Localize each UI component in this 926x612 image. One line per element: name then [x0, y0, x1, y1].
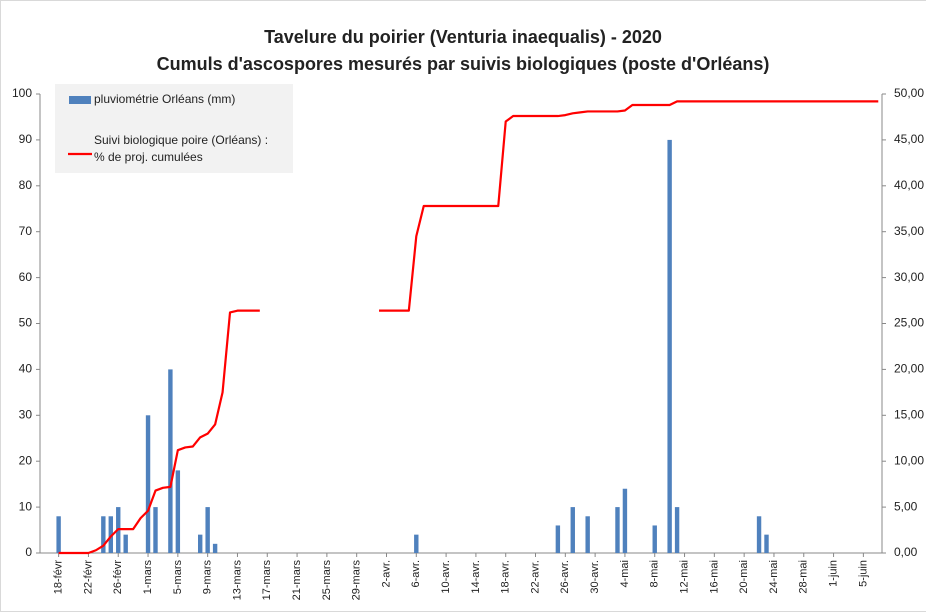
- x-tick-label: 5-juin: [857, 560, 869, 587]
- x-tick-label: 24-mai: [768, 560, 780, 594]
- y-tick-label: 10: [19, 499, 33, 513]
- y-tick-label: 40: [19, 362, 33, 376]
- bar: [123, 534, 128, 553]
- y2-tick-label: 45,00: [894, 132, 924, 146]
- y-tick-label: 80: [19, 178, 33, 192]
- bar: [414, 534, 419, 553]
- y2-tick-label: 0,00: [894, 545, 918, 559]
- bar: [585, 516, 590, 553]
- x-tick-label: 18-avr.: [500, 560, 512, 594]
- x-tick-label: 10-avr.: [440, 560, 452, 594]
- y-tick-label: 20: [19, 453, 33, 467]
- chart-title: Tavelure du poirier (Venturia inaequalis…: [264, 27, 662, 47]
- y2-tick-label: 15,00: [894, 407, 924, 421]
- bar: [205, 507, 210, 553]
- y2-tick-label: 25,00: [894, 316, 924, 330]
- bar: [756, 516, 762, 553]
- bar: [145, 415, 151, 553]
- x-tick-label: 26-avr.: [559, 560, 571, 594]
- x-tick-label: 16-mai: [708, 560, 720, 594]
- y-tick-label: 100: [12, 86, 32, 100]
- bar: [764, 534, 769, 553]
- x-tick-label: 28-mai: [798, 560, 810, 594]
- bar: [674, 507, 680, 553]
- x-tick-label: 5-mars: [172, 560, 184, 595]
- x-tick-label: 17-mars: [261, 560, 273, 601]
- bar: [570, 507, 575, 553]
- y2-tick-label: 10,00: [894, 453, 924, 467]
- x-tick-label: 4-mai: [619, 560, 631, 588]
- y2-tick-label: 20,00: [894, 362, 924, 376]
- x-tick-label: 22-avr.: [529, 560, 541, 594]
- bar: [101, 516, 106, 553]
- y2-tick-label: 30,00: [894, 270, 924, 284]
- legend-label-line: % de proj. cumulées: [94, 150, 203, 164]
- legend-label: pluviométrie Orléans (mm): [94, 92, 235, 106]
- bar: [175, 470, 181, 553]
- x-tick-label: 6-avr.: [410, 560, 422, 588]
- y-tick-label: 0: [25, 545, 32, 559]
- x-tick-label: 9-mars: [202, 560, 214, 595]
- bar: [108, 516, 113, 553]
- x-tick-label: 30-avr.: [589, 560, 601, 594]
- y2-tick-label: 40,00: [894, 178, 924, 192]
- x-tick-label: 1-juin: [827, 560, 839, 587]
- line: [58, 100, 879, 555]
- bar: [555, 525, 561, 553]
- y-tick-label: 50: [19, 316, 33, 330]
- x-tick-label: 25-mars: [321, 560, 333, 601]
- bar: [667, 139, 672, 553]
- x-tick-label: 13-mars: [231, 560, 243, 601]
- x-tick-label: 18-févr: [53, 560, 65, 595]
- x-tick-label: 22-févr: [82, 560, 94, 595]
- x-tick-label: 12-mai: [678, 560, 690, 594]
- y-tick-label: 30: [19, 407, 33, 421]
- y-tick-label: 70: [19, 224, 33, 238]
- y2-tick-label: 50,00: [894, 86, 924, 100]
- y2-tick-label: 5,00: [894, 499, 918, 513]
- bar: [168, 369, 173, 553]
- bar: [153, 507, 158, 553]
- bar: [615, 507, 620, 553]
- x-tick-label: 1-mars: [142, 560, 154, 595]
- y2-tick-label: 35,00: [894, 224, 924, 238]
- x-tick-label: 8-mai: [649, 560, 661, 588]
- y-tick-label: 90: [19, 132, 33, 146]
- legend-label: Suivi biologique poire (Orléans) : % de p…: [94, 133, 268, 164]
- bar: [212, 543, 218, 553]
- x-tick-label: 14-avr.: [470, 560, 482, 594]
- x-tick-label: 21-mars: [291, 560, 303, 601]
- y-tick-label: 60: [19, 270, 33, 284]
- legend-swatch: [69, 96, 91, 104]
- x-tick-label: 26-févr: [112, 560, 124, 595]
- legend-box: [55, 84, 293, 173]
- bar: [622, 488, 628, 553]
- bar: [652, 525, 657, 553]
- bar: [198, 534, 203, 553]
- x-tick-label: 20-mai: [738, 560, 750, 594]
- legend-label-line: Suivi biologique poire (Orléans) :: [94, 133, 268, 147]
- x-tick-label: 2-avr.: [380, 560, 392, 588]
- bar: [56, 516, 61, 553]
- chart-subtitle: Cumuls d'ascospores mesurés par suivis b…: [157, 54, 770, 74]
- x-tick-label: 29-mars: [351, 560, 363, 601]
